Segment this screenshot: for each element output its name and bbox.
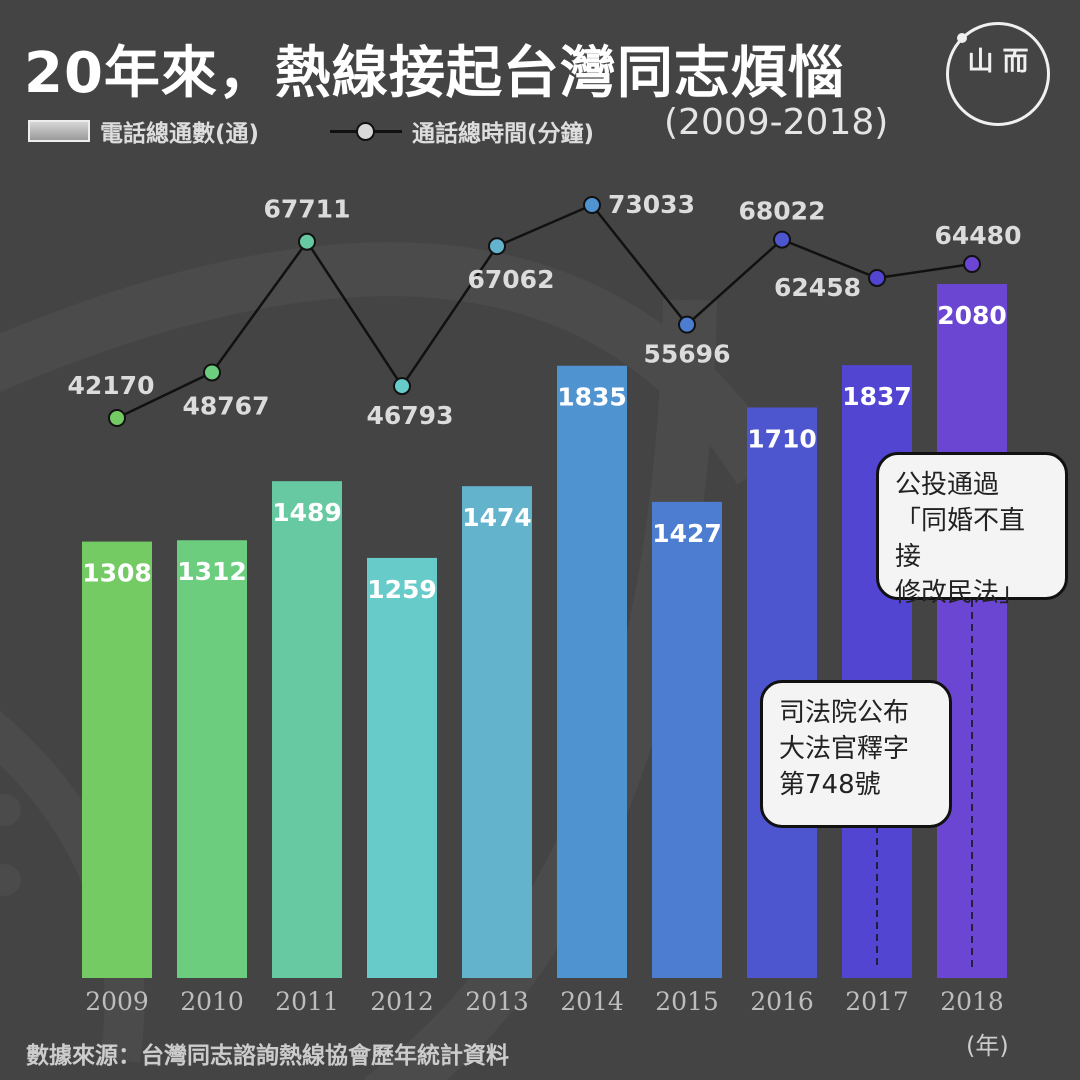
- line-label-2017: 62458: [774, 273, 861, 302]
- callout-ruling-line-2: 大法官釋字: [779, 734, 910, 764]
- line-label-2015: 55696: [644, 340, 731, 369]
- bar-2015: [652, 501, 722, 978]
- callout-referendum-line-1: 公投通過: [895, 470, 1000, 500]
- bar-2009: [82, 541, 152, 978]
- x-tick-2012: 2012: [370, 987, 434, 1016]
- bar-label-2013: 1474: [462, 503, 532, 532]
- x-tick-2009: 2009: [85, 987, 149, 1016]
- bar-label-2011: 1489: [272, 498, 342, 527]
- line-point-2015: [678, 315, 696, 334]
- line-path: [116, 203, 973, 420]
- data-source: 數據來源：台灣同志諮詢熱線協會歷年統計資料: [26, 1043, 509, 1069]
- line-point-2011: [298, 232, 316, 251]
- bar-label-2009: 1308: [82, 559, 152, 588]
- bar-series: 1308 1312 1489 1259 1474 1835 1427 1710 1837 2080: [82, 284, 1007, 979]
- line-point-2012: [393, 377, 411, 396]
- legend-line-swatch: [330, 119, 402, 143]
- callout-ruling: 司法院公布 大法官釋字 第748號: [760, 680, 952, 828]
- line-point-2014: [583, 196, 601, 214]
- bar-2013: [462, 486, 532, 978]
- bar-label-2012: 1259: [367, 575, 437, 604]
- callout-ruling-line-3: 第748號: [779, 770, 881, 800]
- line-label-2010: 48767: [183, 391, 270, 420]
- legend-bar-swatch: [28, 120, 90, 142]
- line-point-2016: [773, 230, 791, 249]
- callout-referendum: 公投通過 「同婚不直接 修改民法」: [876, 452, 1068, 608]
- logo-mark: 山 而: [967, 47, 1029, 77]
- line-series: 42170 48767 67711 46793 67062 73033 55696 68022…: [68, 190, 1022, 430]
- bar-2012: [367, 557, 437, 978]
- line-point-2010: [203, 363, 221, 382]
- line-label-2018: 64480: [935, 221, 1022, 250]
- x-tick-2015: 2015: [655, 987, 719, 1016]
- bar-label-2016: 1710: [747, 424, 817, 453]
- line-label-2016: 68022: [739, 197, 826, 226]
- line-point-2017: [868, 268, 886, 287]
- legend-label-bars: 電話總通數(通): [100, 121, 260, 147]
- bar-label-2018: 2080: [937, 301, 1007, 330]
- callout-referendum-line-3: 修改民法」: [895, 578, 1026, 608]
- bar-label-2015: 1427: [652, 519, 722, 548]
- x-tick-2013: 2013: [465, 987, 529, 1016]
- callout-referendum-line-2: 「同婚不直接: [895, 506, 1026, 572]
- line-point-2013: [488, 237, 506, 256]
- legend-item-bars: 電話總通數(通): [28, 116, 260, 147]
- logo: 山 而: [946, 22, 1050, 126]
- line-label-2011: 67711: [264, 195, 351, 224]
- bar-label-2014: 1835: [557, 383, 627, 412]
- line-label-2012: 46793: [367, 401, 454, 430]
- logo-dot: [957, 33, 967, 43]
- chart-title: 20年來，熱線接起台灣同志煩惱: [24, 41, 845, 106]
- line-point-2018: [963, 255, 981, 274]
- line-point-2009: [108, 409, 126, 427]
- x-axis-unit: (年): [966, 1032, 1009, 1060]
- x-tick-2018: 2018: [940, 987, 1004, 1016]
- bar-label-2010: 1312: [177, 557, 247, 586]
- bar-2010: [177, 540, 247, 978]
- line-label-2013: 67062: [468, 265, 555, 294]
- bar-2014: [557, 365, 627, 978]
- legend-item-line: 通話總時間(分鐘): [330, 116, 595, 147]
- bar-2011: [272, 481, 342, 978]
- x-tick-2014: 2014: [560, 987, 624, 1016]
- legend-label-line: 通話總時間(分鐘): [412, 121, 595, 147]
- line-label-2009: 42170: [68, 371, 155, 400]
- x-tick-2017: 2017: [845, 987, 909, 1016]
- callout-guides: [876, 600, 973, 970]
- x-tick-2016: 2016: [750, 987, 814, 1016]
- chart-subtitle: (2009-2018): [664, 102, 889, 143]
- x-tick-2011: 2011: [275, 987, 339, 1016]
- x-axis: 2009 2010 2011 2012 2013 2014 2015 2016 2017 2018: [85, 987, 1004, 1016]
- bar-label-2017: 1837: [842, 382, 912, 411]
- x-tick-2010: 2010: [180, 987, 244, 1016]
- line-label-2014: 73033: [608, 190, 695, 219]
- callout-ruling-line-1: 司法院公布: [779, 698, 910, 728]
